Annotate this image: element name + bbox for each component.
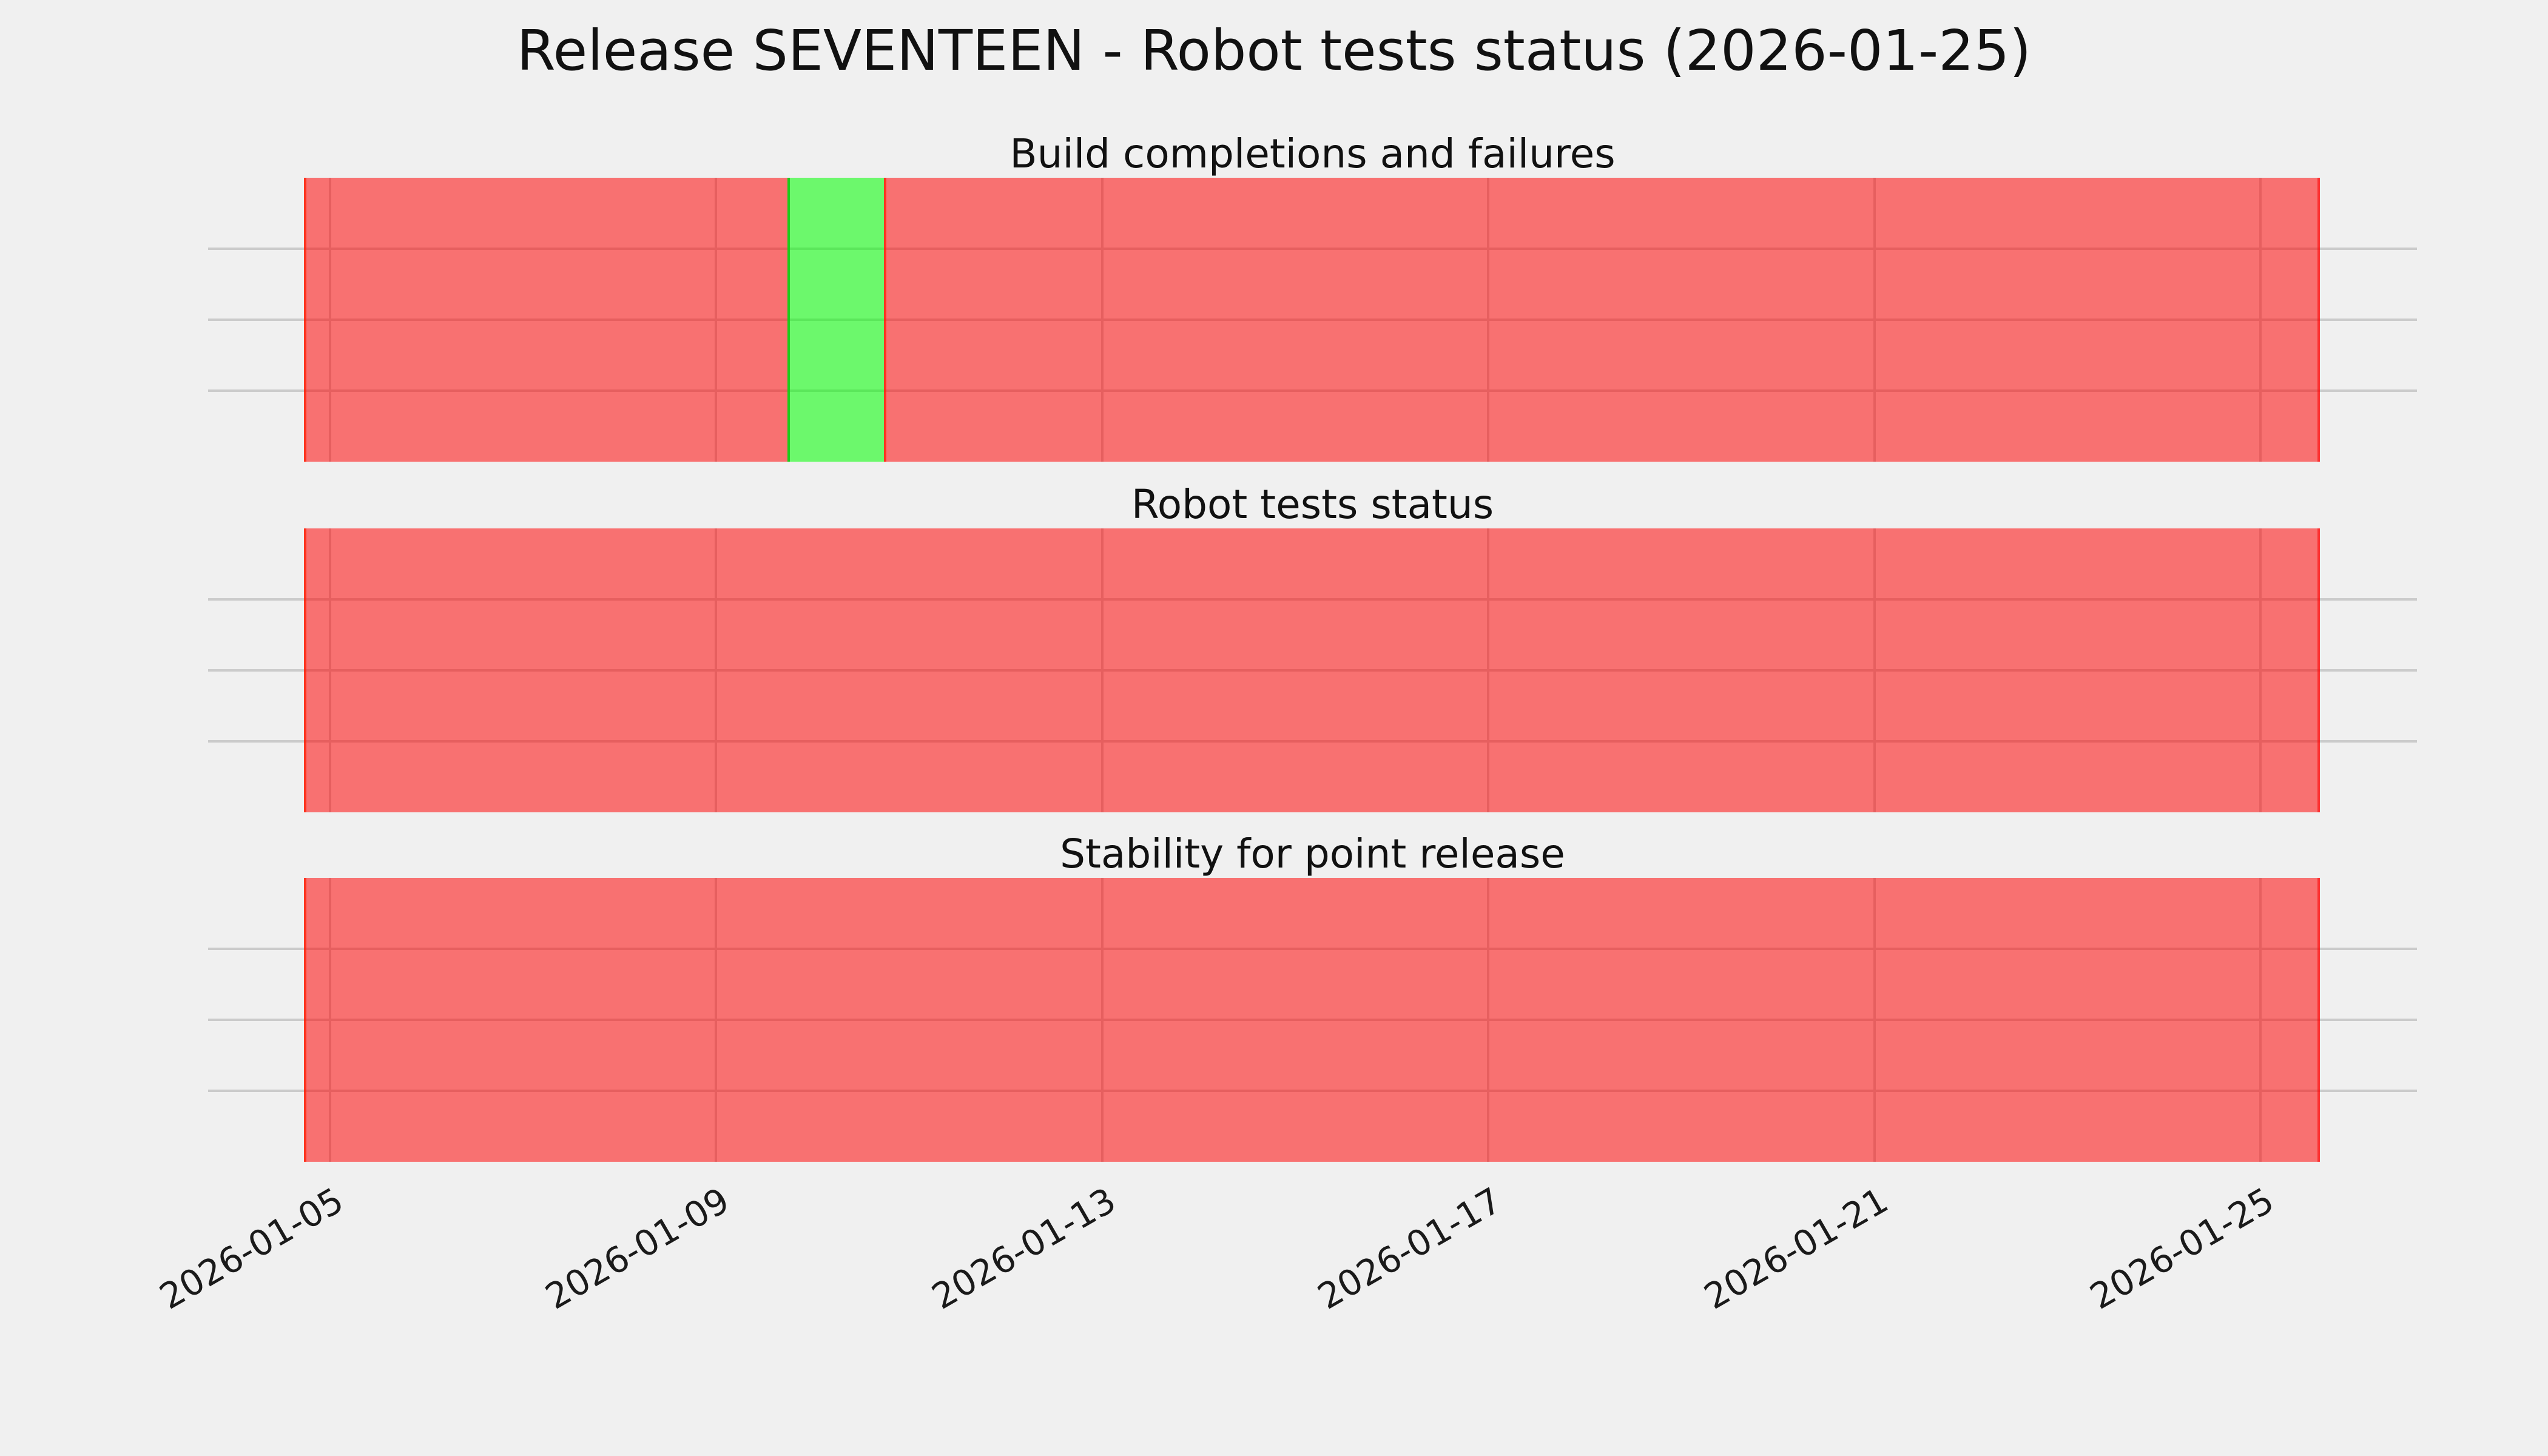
segment-edge bbox=[2317, 878, 2320, 1162]
subplot-title-stability: Stability for point release bbox=[1060, 831, 1565, 877]
x-tick-label: 2026-01-13 bbox=[925, 1179, 1123, 1318]
status-segment-failure bbox=[884, 178, 2320, 462]
x-tick-label: 2026-01-17 bbox=[1310, 1179, 1509, 1318]
status-segment-failure bbox=[304, 178, 787, 462]
subplot-title-build-completions: Build completions and failures bbox=[1009, 130, 1616, 177]
x-tick-label: 2026-01-05 bbox=[152, 1179, 351, 1318]
status-segment-failure bbox=[304, 878, 2320, 1162]
status-span-region bbox=[304, 878, 2320, 1162]
x-tick-label: 2026-01-09 bbox=[539, 1179, 736, 1318]
x-tick-label: 2026-01-21 bbox=[1697, 1179, 1895, 1318]
axes-stability bbox=[208, 878, 2417, 1162]
status-segment-success bbox=[787, 178, 885, 462]
status-span-region bbox=[304, 528, 2320, 812]
segment-edge bbox=[787, 178, 790, 462]
segment-edge bbox=[2317, 178, 2320, 462]
segment-edge bbox=[2317, 528, 2320, 812]
status-segment-failure bbox=[304, 528, 2320, 812]
figure-title: Release SEVENTEEN - Robot tests status (… bbox=[516, 18, 2032, 83]
subplot-title-robot-tests: Robot tests status bbox=[1131, 481, 1494, 528]
x-tick-label: 2026-01-25 bbox=[2083, 1179, 2281, 1318]
axes-build-completions bbox=[208, 178, 2417, 462]
segment-edge bbox=[884, 178, 887, 462]
segment-edge bbox=[304, 178, 307, 462]
status-span-region bbox=[304, 178, 2320, 462]
segment-edge bbox=[304, 878, 307, 1162]
axes-robot-tests bbox=[208, 528, 2417, 812]
segment-edge bbox=[304, 528, 307, 812]
